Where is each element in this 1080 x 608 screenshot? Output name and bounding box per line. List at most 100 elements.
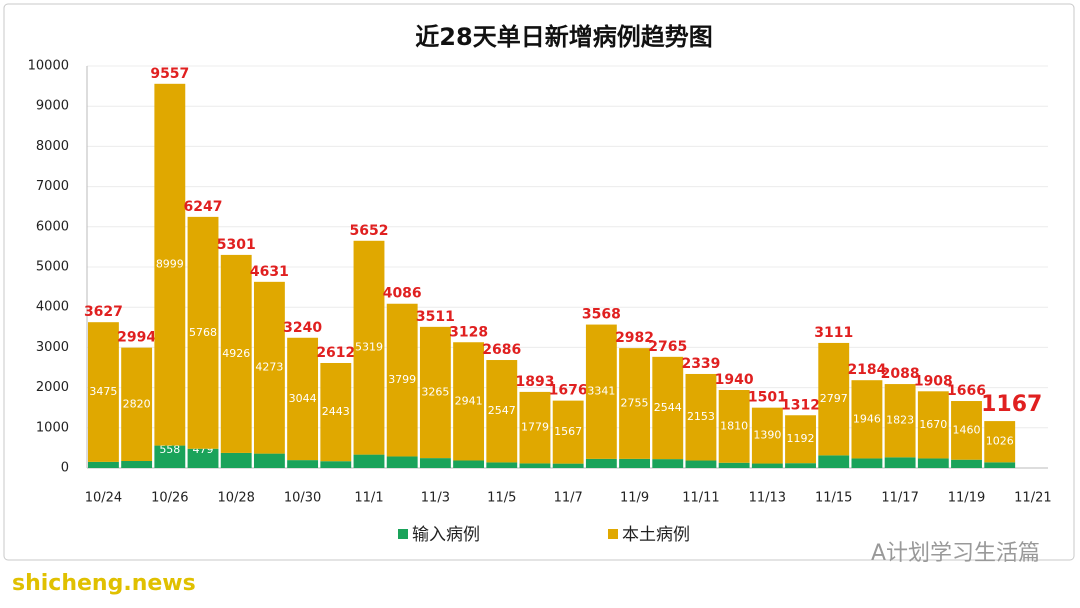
bar-segment bbox=[818, 342, 850, 456]
total-label: 5652 bbox=[350, 223, 389, 239]
segment-label: 1779 bbox=[521, 421, 549, 434]
bar-segment bbox=[619, 458, 650, 468]
bar-segment bbox=[386, 456, 418, 468]
bar-segment bbox=[154, 445, 186, 468]
bar-segment bbox=[685, 373, 717, 461]
bar-segment bbox=[552, 463, 584, 468]
bar-segment bbox=[419, 458, 451, 468]
bar-segment bbox=[154, 83, 186, 446]
bar-segment bbox=[851, 458, 883, 468]
bar-segment bbox=[718, 390, 750, 463]
segment-label: 1567 bbox=[554, 425, 582, 438]
legend-label: 输入病例 bbox=[412, 525, 480, 545]
bar-segment bbox=[220, 452, 252, 468]
bar-segment bbox=[486, 360, 518, 463]
segment-label: 3044 bbox=[289, 392, 317, 405]
x-tick-label: 11/21 bbox=[1014, 491, 1051, 506]
bar-segment bbox=[121, 347, 153, 462]
bar-segment bbox=[984, 421, 1016, 463]
total-label: 1666 bbox=[947, 383, 986, 399]
segment-label: 2755 bbox=[621, 396, 649, 409]
bar-segment bbox=[253, 281, 285, 454]
bar-segment bbox=[453, 342, 485, 461]
segment-label: 558 bbox=[159, 443, 180, 456]
y-tick-label: 3000 bbox=[36, 340, 69, 355]
total-label: 2612 bbox=[316, 345, 355, 361]
segment-label: 2941 bbox=[455, 394, 483, 407]
bar-segment bbox=[718, 462, 750, 468]
bar-segment bbox=[519, 463, 551, 468]
total-label: 1908 bbox=[914, 373, 953, 389]
site-label: shicheng.news bbox=[12, 571, 196, 596]
x-tick-label: 10/24 bbox=[85, 491, 122, 506]
segment-label: 1026 bbox=[986, 435, 1014, 448]
segment-label: 2443 bbox=[322, 405, 350, 418]
chart-title: 近28天单日新增病例趋势图 bbox=[415, 23, 712, 51]
x-tick-label: 11/19 bbox=[948, 491, 985, 506]
bar-segment bbox=[685, 460, 717, 468]
segment-label: 2797 bbox=[820, 392, 848, 405]
x-tick-label: 11/1 bbox=[354, 491, 383, 506]
total-label: 1312 bbox=[781, 397, 820, 413]
x-tick-label: 11/3 bbox=[421, 491, 450, 506]
x-tick-label: 11/5 bbox=[487, 491, 516, 506]
total-label: 2184 bbox=[847, 362, 886, 378]
bar-segment bbox=[619, 348, 650, 459]
bar-segment bbox=[519, 391, 551, 464]
total-label: 2686 bbox=[482, 342, 521, 358]
total-label: 3128 bbox=[449, 324, 488, 340]
bar-segment bbox=[785, 415, 816, 464]
y-tick-label: 5000 bbox=[36, 260, 69, 275]
segment-label: 1192 bbox=[787, 432, 815, 445]
total-label: 1893 bbox=[515, 374, 554, 390]
total-label: 3240 bbox=[283, 320, 322, 336]
segment-label: 1390 bbox=[753, 429, 781, 442]
x-tick-label: 10/30 bbox=[284, 491, 321, 506]
total-label: 1940 bbox=[715, 372, 754, 388]
segment-label: 4926 bbox=[222, 347, 250, 360]
segment-label: 2547 bbox=[488, 404, 516, 417]
y-tick-label: 2000 bbox=[36, 380, 69, 395]
bar-segment bbox=[917, 391, 949, 459]
bar-segment bbox=[88, 322, 119, 462]
bar-segment bbox=[951, 401, 982, 460]
segment-label: 5768 bbox=[189, 326, 217, 339]
total-label: 1501 bbox=[748, 390, 787, 406]
bar-segment bbox=[187, 216, 219, 449]
total-label: 5301 bbox=[217, 237, 256, 253]
x-tick-label: 10/28 bbox=[217, 491, 254, 506]
bar-segment bbox=[818, 455, 850, 468]
total-label: 6247 bbox=[184, 199, 223, 215]
bar-segment bbox=[751, 407, 783, 464]
total-label: 2982 bbox=[615, 330, 654, 346]
bar-segment bbox=[320, 461, 352, 468]
bar-segment bbox=[453, 460, 485, 468]
segment-label: 3341 bbox=[587, 385, 615, 398]
bar-segment bbox=[253, 453, 285, 468]
segment-label: 2153 bbox=[687, 410, 715, 423]
x-tick-label: 10/26 bbox=[151, 491, 188, 506]
y-tick-label: 1000 bbox=[36, 420, 69, 435]
segment-label: 1670 bbox=[919, 418, 947, 431]
bar-segment bbox=[552, 400, 584, 464]
total-label: 3627 bbox=[84, 304, 123, 320]
bar-segment bbox=[353, 240, 385, 455]
bar-segment bbox=[884, 457, 916, 468]
total-label: 2088 bbox=[881, 366, 920, 382]
y-tick-label: 7000 bbox=[36, 179, 69, 194]
segment-label: 8999 bbox=[156, 258, 184, 271]
x-tick-label: 11/9 bbox=[620, 491, 649, 506]
segment-label: 2820 bbox=[123, 397, 151, 410]
bar-segment bbox=[851, 380, 883, 459]
y-tick-label: 8000 bbox=[36, 139, 69, 154]
total-label: 1676 bbox=[549, 383, 588, 399]
total-label: 2339 bbox=[681, 356, 720, 372]
watermark: A计划学习生活篇 bbox=[871, 541, 1040, 566]
bar-segment bbox=[984, 462, 1016, 468]
bar-segment bbox=[785, 463, 816, 468]
total-label: 3111 bbox=[814, 325, 853, 341]
segment-label: 2544 bbox=[654, 401, 682, 414]
segment-label: 4273 bbox=[255, 361, 283, 374]
